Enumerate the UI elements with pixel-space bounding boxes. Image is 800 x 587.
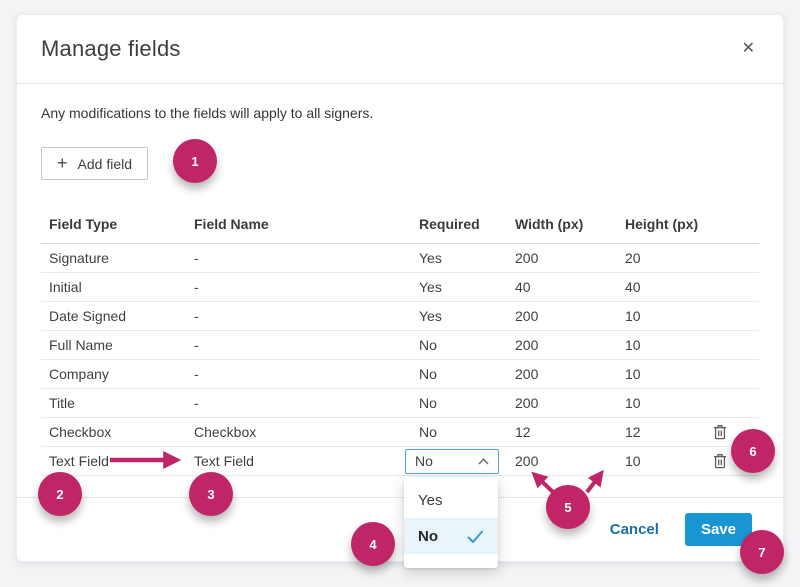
cell-height: 20 bbox=[625, 250, 641, 266]
fields-table: Field Type Field Name Required Width (px… bbox=[41, 204, 759, 476]
table-row-company: Company - No 200 10 bbox=[41, 360, 759, 389]
cell-field-type: Initial bbox=[49, 279, 82, 295]
close-button[interactable]: ✕ bbox=[738, 37, 759, 61]
table-row-signature: Signature - Yes 200 20 bbox=[41, 244, 759, 273]
cell-field-type: Date Signed bbox=[49, 308, 127, 324]
col-header-height: Height (px) bbox=[625, 215, 699, 232]
required-select-value: No bbox=[415, 453, 433, 469]
close-icon: ✕ bbox=[741, 40, 755, 57]
table-row-date-signed: Date Signed - Yes 200 10 bbox=[41, 302, 759, 331]
annotation-badge-7: 7 bbox=[740, 530, 784, 574]
cell-field-type: Title bbox=[49, 395, 75, 411]
col-header-width: Width (px) bbox=[515, 215, 584, 232]
trash-icon bbox=[714, 454, 726, 469]
col-header-required: Required bbox=[419, 215, 480, 232]
cell-height: 40 bbox=[625, 279, 641, 295]
table-row-title: Title - No 200 10 bbox=[41, 389, 759, 418]
trash-icon bbox=[714, 425, 726, 440]
cell-width: 200 bbox=[515, 250, 539, 266]
annotation-badge-2: 2 bbox=[38, 472, 82, 516]
dialog-title: Manage fields bbox=[41, 36, 181, 61]
cell-width: 200 bbox=[515, 395, 539, 411]
description-text: Any modifications to the fields will app… bbox=[41, 105, 374, 121]
cell-width: 200 bbox=[515, 453, 539, 469]
cell-width: 200 bbox=[515, 366, 539, 382]
cell-width: 12 bbox=[515, 424, 531, 440]
dialog-footer: Cancel Save bbox=[17, 497, 783, 561]
cell-field-name: - bbox=[194, 337, 199, 353]
cell-field-name: - bbox=[194, 308, 199, 324]
dialog-body: Any modifications to the fields will app… bbox=[17, 84, 783, 476]
cell-height: 10 bbox=[625, 366, 641, 382]
cell-height: 10 bbox=[625, 308, 641, 324]
dropdown-option-yes[interactable]: Yes bbox=[418, 491, 443, 509]
table-row-full-name: Full Name - No 200 10 bbox=[41, 331, 759, 360]
table-row-text-field: Text Field Text Field No 200 10 bbox=[41, 447, 759, 476]
annotation-badge-6: 6 bbox=[731, 429, 775, 473]
cell-field-type: Checkbox bbox=[49, 424, 112, 440]
add-field-label: Add field bbox=[77, 155, 132, 172]
required-dropdown-menu: Yes No bbox=[404, 477, 498, 568]
col-header-field-type: Field Type bbox=[49, 215, 118, 232]
cell-required: No bbox=[419, 366, 437, 382]
cell-field-type: Text Field bbox=[49, 453, 109, 469]
cell-required: No bbox=[419, 424, 437, 440]
cell-field-name: - bbox=[194, 279, 199, 295]
add-field-button[interactable]: + Add field bbox=[41, 147, 148, 180]
cell-required: Yes bbox=[419, 279, 442, 295]
save-button[interactable]: Save bbox=[684, 513, 752, 546]
plus-icon: + bbox=[57, 152, 68, 173]
cell-width: 40 bbox=[515, 279, 531, 295]
cell-field-type: Signature bbox=[49, 250, 109, 266]
dropdown-option-no[interactable]: No bbox=[404, 518, 498, 554]
cell-required: No bbox=[419, 337, 437, 353]
cell-required: Yes bbox=[419, 250, 442, 266]
annotation-badge-1: 1 bbox=[173, 139, 217, 183]
chevron-up-icon bbox=[478, 457, 489, 464]
delete-text-field-row-button[interactable] bbox=[711, 451, 729, 471]
cell-height: 10 bbox=[625, 453, 641, 469]
cell-field-name: Text Field bbox=[194, 453, 254, 469]
cell-required: Yes bbox=[419, 308, 442, 324]
required-select[interactable]: No bbox=[405, 448, 499, 474]
annotation-badge-5: 5 bbox=[546, 485, 590, 529]
cell-field-type: Company bbox=[49, 366, 109, 382]
table-header-row: Field Type Field Name Required Width (px… bbox=[41, 204, 759, 244]
manage-fields-dialog: Manage fields ✕ Any modifications to the… bbox=[16, 14, 784, 562]
cell-field-name: - bbox=[194, 366, 199, 382]
cell-width: 200 bbox=[515, 337, 539, 353]
cell-field-type: Full Name bbox=[49, 337, 113, 353]
cell-height: 10 bbox=[625, 395, 641, 411]
dialog-header: Manage fields ✕ bbox=[17, 15, 783, 84]
cell-field-name: - bbox=[194, 250, 199, 266]
annotation-badge-4: 4 bbox=[351, 522, 395, 566]
table-row-checkbox: Checkbox Checkbox No 12 12 bbox=[41, 418, 759, 447]
annotation-badge-3: 3 bbox=[189, 472, 233, 516]
cell-width: 200 bbox=[515, 308, 539, 324]
cell-required: No bbox=[419, 395, 437, 411]
table-row-initial: Initial - Yes 40 40 bbox=[41, 273, 759, 302]
check-icon bbox=[467, 529, 484, 543]
cell-field-name: - bbox=[194, 395, 199, 411]
cell-field-name: Checkbox bbox=[194, 424, 257, 440]
cancel-button[interactable]: Cancel bbox=[609, 521, 659, 538]
delete-checkbox-row-button[interactable] bbox=[711, 422, 729, 442]
col-header-field-name: Field Name bbox=[194, 215, 269, 232]
cell-height: 10 bbox=[625, 337, 641, 353]
cell-height: 12 bbox=[625, 424, 641, 440]
